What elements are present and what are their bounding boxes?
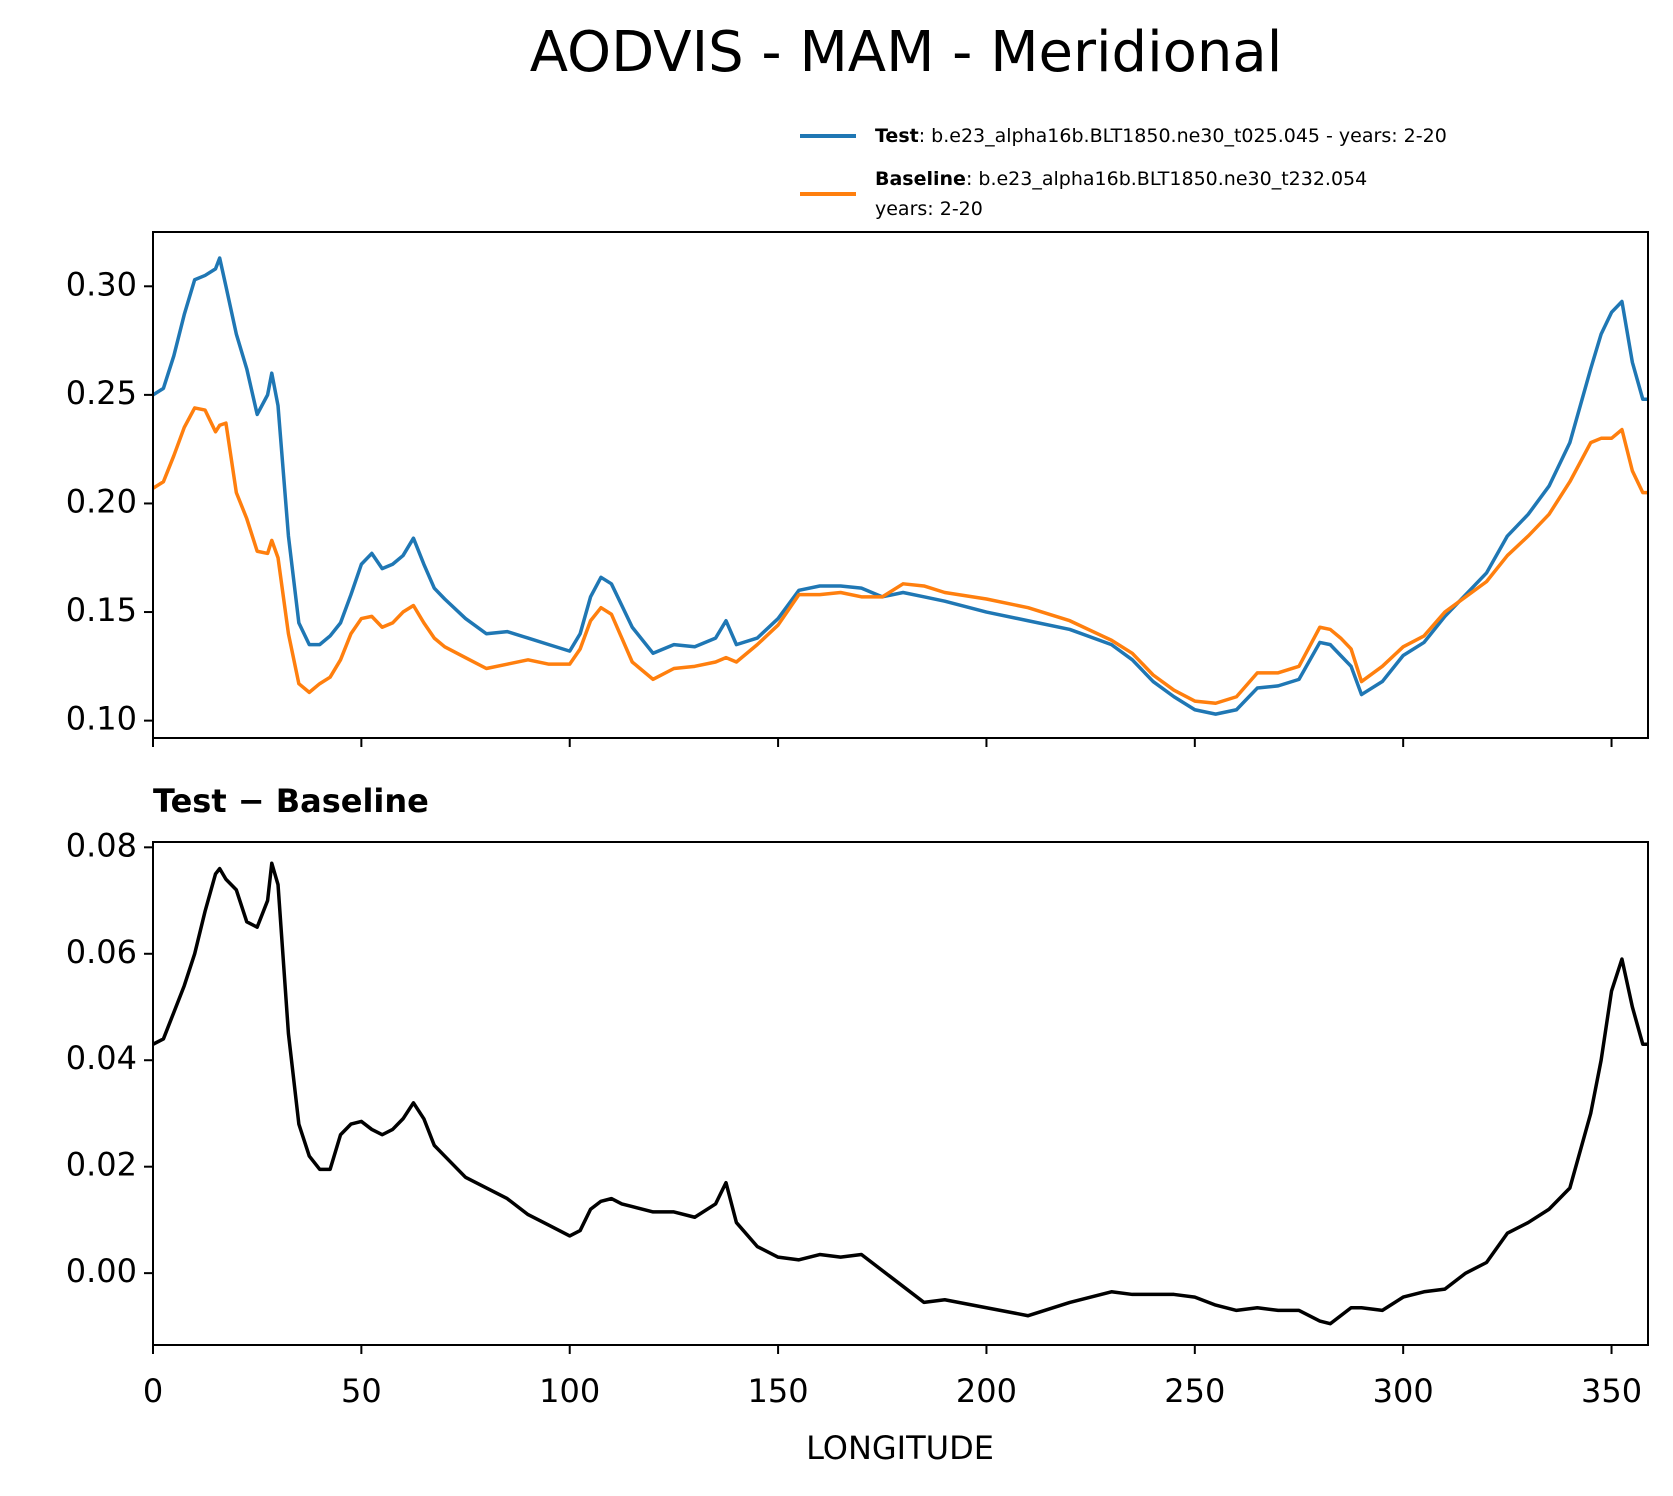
y-tick-label: 0.20: [66, 482, 137, 520]
data-line: [153, 406, 1648, 705]
y-tick-label: 0.25: [66, 374, 137, 412]
data-line: [153, 256, 1648, 716]
x-tick-label: 0: [143, 1372, 163, 1410]
x-tick-label: 50: [341, 1372, 382, 1410]
y-tick-label: 0.00: [66, 1252, 137, 1290]
plot-area: [153, 256, 1648, 716]
plot-area: [153, 861, 1648, 1326]
x-axis-label: LONGITUDE: [806, 1429, 994, 1467]
y-tick-label: 0.06: [66, 933, 137, 971]
y-tick-label: 0.30: [66, 265, 137, 303]
y-tick-label: 0.15: [66, 591, 137, 629]
x-tick-label: 250: [1164, 1372, 1225, 1410]
x-tick-label: 100: [539, 1372, 600, 1410]
legend-text: : b.e23_alpha16b.BLT1850.ne30_t232.054: [966, 168, 1367, 190]
data-line: [153, 861, 1648, 1326]
legend-label: Test: b.e23_alpha16b.BLT1850.ne30_t025.0…: [875, 125, 1447, 147]
axes-frame: [152, 841, 1649, 1346]
y-tick-label: 0.10: [66, 700, 137, 738]
y-tick-label: 0.04: [66, 1039, 137, 1077]
legend-text: years: 2-20: [875, 198, 983, 220]
x-tick-label: 350: [1581, 1372, 1642, 1410]
x-tick-label: 300: [1373, 1372, 1434, 1410]
x-tick-label: 200: [956, 1372, 1017, 1410]
axes-frame: [152, 231, 1649, 739]
chart-title: AODVIS - MAM - Meridional: [530, 20, 1283, 85]
y-tick-label: 0.02: [66, 1146, 137, 1184]
legend-label: Baseline: b.e23_alpha16b.BLT1850.ne30_t2…: [875, 168, 1367, 220]
legend-name: Baseline: [875, 168, 966, 190]
legend-text: : b.e23_alpha16b.BLT1850.ne30_t025.045 -…: [919, 125, 1447, 147]
x-tick-label: 150: [748, 1372, 809, 1410]
y-tick-label: 0.08: [66, 826, 137, 864]
legend-name: Test: [875, 125, 919, 147]
subplot-title: Test − Baseline: [153, 782, 429, 820]
